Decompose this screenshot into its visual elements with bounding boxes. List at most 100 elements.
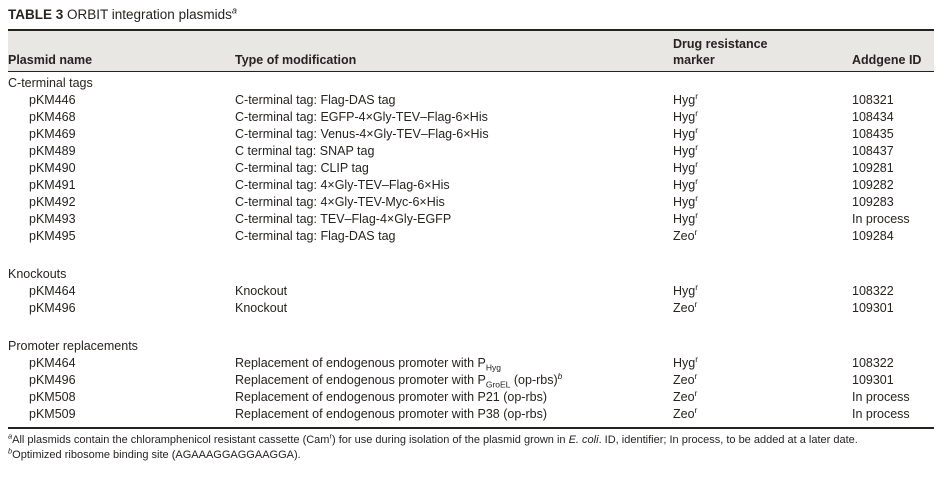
addgene-id-cell: 109301 [852, 301, 894, 315]
table-body: C-terminal tags pKM446 C-terminal tag: F… [8, 72, 934, 429]
marker-cell: Hygr [673, 126, 699, 141]
cam-resistance-sup: r [329, 431, 332, 441]
plasmids-table: Plasmid name Type of modification Drug r… [8, 29, 934, 429]
marker-cell: Hygr [673, 194, 699, 209]
addgene-id-cell: 109281 [852, 161, 894, 175]
plasmid-name-cell: pKM495 [29, 229, 76, 243]
section-knockouts: Knockouts pKM464 Knockout Hygr 108322 pK… [8, 266, 934, 317]
plasmid-name-cell: pKM496 [29, 373, 76, 387]
table-row: pKM496 Replacement of endogenous promote… [8, 372, 934, 389]
marker-cell: Hygr [673, 283, 699, 298]
plasmid-name-cell: pKM496 [29, 301, 76, 315]
table-number: TABLE 3 [8, 7, 64, 22]
plasmid-name-cell: pKM446 [29, 93, 76, 107]
table-title-text: ORBIT integration plasmids [63, 7, 232, 22]
marker-cell: Hygr [673, 143, 699, 158]
col-header-label: Addgene ID [852, 53, 922, 67]
plasmid-name-cell: pKM489 [29, 144, 76, 158]
section-promoter-replacements: Promoter replacements pKM464 Replacement… [8, 338, 934, 423]
marker-cell: Hygr [673, 355, 699, 370]
addgene-id-cell: In process [852, 407, 910, 421]
modification-cell: C-terminal tag: 4×Gly-TEV–Flag-6×His [235, 178, 450, 192]
plasmid-name-cell: pKM464 [29, 356, 76, 370]
col-header-label: Type of modification [235, 53, 357, 67]
table-title-footnote-mark: a [231, 5, 237, 16]
table-row: pKM464 Knockout Hygr 108322 [8, 283, 934, 300]
marker-cell: Zeor [673, 372, 698, 387]
table-row: pKM495 C-terminal tag: Flag-DAS tag Zeor… [8, 228, 934, 245]
addgene-id-cell: 108437 [852, 144, 894, 158]
table-row: pKM489 C terminal tag: SNAP tag Hygr 108… [8, 143, 934, 160]
plasmid-name-cell: pKM492 [29, 195, 76, 209]
plasmid-name-cell: pKM490 [29, 161, 76, 175]
modification-cell: C-terminal tag: CLIP tag [235, 161, 369, 175]
plasmid-name-cell: pKM469 [29, 127, 76, 141]
footnote-a-mark: a [8, 431, 13, 441]
section-c-terminal-tags: C-terminal tags pKM446 C-terminal tag: F… [8, 75, 934, 245]
modification-cell: C-terminal tag: EGFP-4×Gly-TEV–Flag-6×Hi… [235, 110, 488, 124]
addgene-id-cell: 109284 [852, 229, 894, 243]
col-header-label: Plasmid name [8, 53, 93, 67]
table-row: pKM464 Replacement of endogenous promote… [8, 355, 934, 372]
addgene-id-cell: 108321 [852, 93, 894, 107]
modification-cell: C-terminal tag: TEV–Flag-4×Gly-EGFP [235, 212, 452, 226]
species-name: E. coli [568, 434, 599, 446]
modification-cell: C terminal tag: SNAP tag [235, 144, 375, 158]
table-header-row: Plasmid name Type of modification Drug r… [8, 29, 934, 72]
col-header-label-line2: marker [673, 53, 715, 67]
marker-cell: Hygr [673, 177, 699, 192]
addgene-id-cell: In process [852, 390, 910, 404]
modification-cell: C-terminal tag: 4×Gly-TEV-Myc-6×His [235, 195, 445, 209]
col-header-label-line1: Drug resistance [673, 37, 768, 51]
modification-cell: Knockout [235, 284, 288, 298]
plasmid-name-cell: pKM468 [29, 110, 76, 124]
addgene-id-cell: 109282 [852, 178, 894, 192]
marker-cell: Hygr [673, 109, 699, 124]
marker-cell: Zeor [673, 228, 698, 243]
table-row: pKM491 C-terminal tag: 4×Gly-TEV–Flag-6×… [8, 177, 934, 194]
section-label: Knockouts [8, 267, 67, 281]
modification-cell: C-terminal tag: Venus-4×Gly-TEV–Flag-6×H… [235, 127, 489, 141]
table-title: TABLE 3 ORBIT integration plasmidsa [8, 6, 934, 24]
plasmid-name-cell: pKM509 [29, 407, 76, 421]
plasmid-name-cell: pKM491 [29, 178, 76, 192]
marker-cell: Hygr [673, 211, 699, 226]
marker-cell: Hygr [673, 92, 699, 107]
table-row: pKM469 C-terminal tag: Venus-4×Gly-TEV–F… [8, 126, 934, 143]
modification-cell: Replacement of endogenous promoter with … [235, 390, 547, 404]
col-header-drug-resistance-marker: Drug resistance marker [673, 36, 852, 68]
table-row: pKM468 C-terminal tag: EGFP-4×Gly-TEV–Fl… [8, 109, 934, 126]
plasmid-name-cell: pKM464 [29, 284, 76, 298]
table-row: pKM493 C-terminal tag: TEV–Flag-4×Gly-EG… [8, 211, 934, 228]
modification-cell: Replacement of endogenous promoter with … [235, 372, 563, 389]
modification-cell: Replacement of endogenous promoter with … [235, 407, 547, 421]
plasmid-name-cell: pKM508 [29, 390, 76, 404]
table-footnotes: aAll plasmids contain the chloramphenico… [8, 431, 934, 463]
table-row: pKM508 Replacement of endogenous promote… [8, 389, 934, 406]
col-header-plasmid-name: Plasmid name [8, 36, 235, 68]
plasmid-name-cell: pKM493 [29, 212, 76, 226]
footnote-a: aAll plasmids contain the chloramphenico… [8, 431, 858, 446]
modification-cell: C-terminal tag: Flag-DAS tag [235, 229, 396, 243]
addgene-id-cell: 108322 [852, 356, 894, 370]
table-row: pKM490 C-terminal tag: CLIP tag Hygr 109… [8, 160, 934, 177]
modification-cell: Knockout [235, 301, 288, 315]
table-row: pKM492 C-terminal tag: 4×Gly-TEV-Myc-6×H… [8, 194, 934, 211]
marker-cell: Zeor [673, 300, 698, 315]
footnote-b: bOptimized ribosome binding site (AGAAAG… [8, 446, 301, 461]
addgene-id-cell: 108434 [852, 110, 894, 124]
modification-cell: C-terminal tag: Flag-DAS tag [235, 93, 396, 107]
col-header-modification: Type of modification [235, 36, 673, 68]
addgene-id-cell: 109301 [852, 373, 894, 387]
marker-cell: Hygr [673, 160, 699, 175]
addgene-id-cell: 108322 [852, 284, 894, 298]
document-page: TABLE 3 ORBIT integration plasmidsa Plas… [8, 6, 934, 463]
col-header-addgene-id: Addgene ID [852, 36, 934, 68]
table-row: pKM496 Knockout Zeor 109301 [8, 300, 934, 317]
marker-cell: Zeor [673, 406, 698, 421]
table-row: pKM446 C-terminal tag: Flag-DAS tag Hygr… [8, 92, 934, 109]
modification-cell: Replacement of endogenous promoter with … [235, 356, 501, 372]
marker-cell: Zeor [673, 389, 698, 404]
addgene-id-cell: In process [852, 212, 910, 226]
section-label: C-terminal tags [8, 76, 93, 90]
